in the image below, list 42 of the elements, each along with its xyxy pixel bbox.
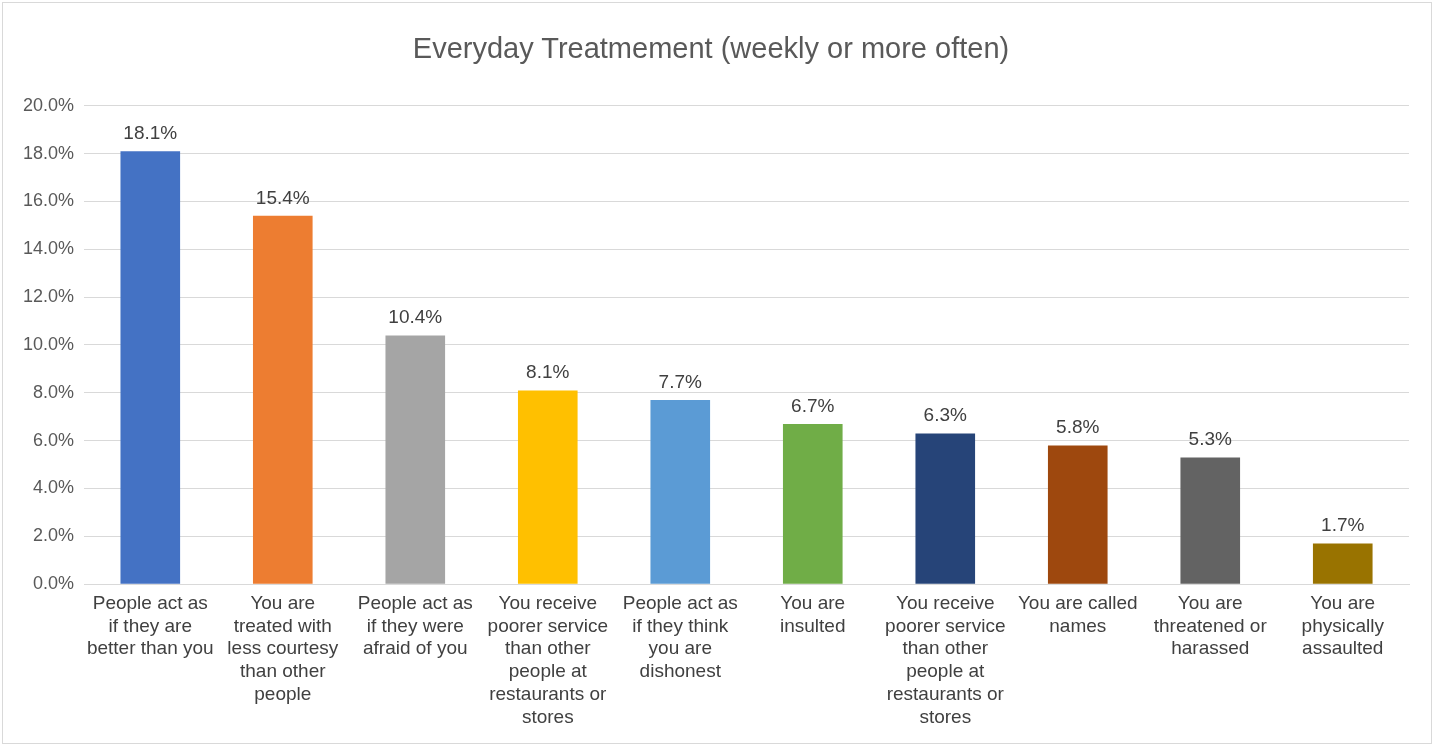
data-label: 6.3% (923, 404, 968, 426)
bar (517, 390, 578, 584)
x-tick-label: You are physically assaulted (1301, 591, 1385, 659)
chart-title: Everyday Treatmement (weekly or more often) (412, 32, 1010, 65)
data-label: 8.1% (526, 361, 570, 383)
data-label: 1.7% (1321, 514, 1365, 536)
data-label: 5.3% (1188, 428, 1233, 450)
data-label: 5.8% (1056, 416, 1100, 438)
bar (1180, 457, 1241, 584)
x-tick-label: You receive poorer service than other people at restaurants or stores (487, 591, 608, 727)
bar (385, 335, 446, 584)
x-tick-label: You receive poorer service than other people at restaurants or stores (885, 591, 1006, 727)
x-tick-label: You are treated with less courtesy than other people (227, 591, 339, 705)
bar (1312, 543, 1373, 584)
bar (782, 423, 843, 584)
y-tick-label: 20.0% (22, 94, 75, 115)
bar (252, 215, 313, 584)
y-tick-label: 2.0% (33, 525, 75, 546)
y-tick-label: 6.0% (33, 429, 75, 450)
x-tick-label: You are insulted (780, 591, 846, 636)
y-tick-label: 18.0% (22, 142, 75, 163)
x-tick-label: People act as if they were afraid of you (357, 591, 473, 659)
x-tick-label: You are called names (1017, 591, 1138, 636)
y-tick-label: 8.0% (33, 381, 75, 402)
x-tick-label: You are threatened or harassed (1153, 591, 1268, 659)
y-tick-label: 16.0% (22, 190, 75, 211)
bar (120, 151, 181, 584)
bar (1047, 445, 1108, 584)
y-tick-label: 10.0% (22, 333, 75, 354)
y-tick-label: 4.0% (33, 477, 75, 498)
x-tick-label: People act as if they think you are dishonest (622, 591, 738, 682)
y-tick-label: 0.0% (33, 573, 75, 594)
bar (650, 400, 711, 584)
data-label: 6.7% (791, 394, 835, 416)
y-tick-label: 14.0% (22, 238, 75, 259)
data-label: 15.4% (255, 186, 310, 208)
x-tick-label: People act as if they are better than you (86, 591, 214, 659)
data-label: 18.1% (123, 121, 178, 143)
data-label: 7.7% (658, 370, 703, 392)
data-label: 10.4% (388, 306, 443, 328)
bar (915, 433, 976, 584)
y-tick-label: 12.0% (22, 286, 75, 307)
